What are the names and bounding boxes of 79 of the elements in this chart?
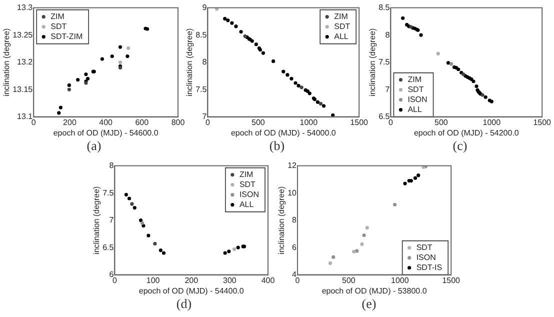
y-tick-label: 8 xyxy=(109,161,114,170)
x-tick-label: 400 xyxy=(99,118,114,127)
x-tick-label: 1500 xyxy=(533,118,552,127)
legend-label: ISON xyxy=(239,190,260,200)
legend-label: SDT-ZIM xyxy=(50,32,83,42)
y-axis-title: inclination (degree) xyxy=(368,28,378,96)
x-tick-label: 800 xyxy=(171,118,186,127)
y-tick-label: 7.5 xyxy=(102,188,114,198)
legend-label: ZIM xyxy=(239,170,254,180)
y-tick-label: 13.2 xyxy=(17,58,34,67)
x-axis-title: epoch of OD (MJD) - 53800.0 xyxy=(322,286,428,296)
x-tick-label: 100 xyxy=(146,276,160,285)
y-tick-label: 4 xyxy=(292,270,298,280)
y-tick-label: 13.3 xyxy=(17,3,34,12)
y-tick-label: 12 xyxy=(288,161,298,170)
text: (e) xyxy=(360,296,378,312)
y-tick-label: 8 xyxy=(385,30,390,40)
x-tick-label: 0 xyxy=(31,118,36,127)
legend-label: SDT xyxy=(50,22,67,32)
y-tick-label: 8.5 xyxy=(378,3,390,12)
y-tick-label: 10 xyxy=(288,188,298,198)
x-tick-label: 0 xyxy=(112,276,118,285)
y-tick-label: 13.15 xyxy=(12,84,34,94)
x-tick-label: 200 xyxy=(184,276,199,285)
x-axis-title: epoch of OD (MJD) - 54400.0 xyxy=(138,286,244,296)
y-tick-label: 8 xyxy=(292,216,298,225)
x-tick-label: 0 xyxy=(205,118,210,127)
y-tick-label: 7 xyxy=(202,112,208,122)
legend-label: ISON xyxy=(408,95,428,104)
y-tick-label: 8 xyxy=(202,58,208,67)
y-axis-title: inclination (degree) xyxy=(277,186,286,254)
y-tick-label: 6 xyxy=(292,242,298,252)
x-tick-label: 200 xyxy=(63,118,77,127)
y-tick-label: 13.25 xyxy=(12,30,34,40)
legend-label: ISON xyxy=(416,253,436,262)
y-tick-label: 13.1 xyxy=(17,112,34,122)
legend-label: ALL xyxy=(239,200,254,210)
legend-label: ZIM xyxy=(334,12,348,22)
legend-label: ALL xyxy=(408,105,423,114)
legend-label: SDT xyxy=(408,85,424,94)
y-tick-label: 7.5 xyxy=(196,84,208,94)
x-tick-label: 0 xyxy=(295,276,300,285)
legend-label: ZIM xyxy=(50,12,65,22)
x-tick-label: 500 xyxy=(342,276,356,285)
x-axis-title: epoch of OD (MJD) - 54000.0 xyxy=(230,128,336,138)
text: (b) xyxy=(268,138,286,154)
x-tick-label: 1000 xyxy=(300,118,318,127)
y-tick-label: 9 xyxy=(202,3,208,12)
y-tick-label: 8.5 xyxy=(196,30,208,40)
legend-label: SDT-IS xyxy=(416,263,442,272)
x-tick-label: 1500 xyxy=(350,118,369,127)
legend-label: SDT xyxy=(416,243,432,252)
text: (a) xyxy=(86,138,102,154)
text: (d) xyxy=(175,296,193,312)
x-tick-label: 1000 xyxy=(391,276,410,285)
x-tick-label: 500 xyxy=(252,118,266,127)
y-tick-label: 7 xyxy=(385,84,390,94)
y-tick-label: 7.5 xyxy=(378,58,390,67)
y-tick-label: 6 xyxy=(109,270,114,280)
x-tick-label: 1500 xyxy=(442,276,461,285)
x-tick-label: 500 xyxy=(434,118,448,127)
x-axis-title: epoch of OD (MJD) - 54600.0 xyxy=(53,128,159,138)
y-tick-label: 6.5 xyxy=(102,242,114,252)
x-tick-label: 300 xyxy=(223,276,237,285)
y-axis-title: inclination (degree) xyxy=(185,28,194,96)
x-tick-label: 400 xyxy=(261,276,276,285)
text: (c) xyxy=(452,138,468,154)
x-tick-label: 0 xyxy=(388,118,394,127)
y-axis-title: inclination (degree) xyxy=(2,28,12,96)
x-axis-title: epoch of OD (MJD) - 54200.0 xyxy=(414,128,520,138)
y-axis-title: inclination (degree) xyxy=(92,186,102,254)
legend-label: SDT xyxy=(239,180,256,190)
x-tick-label: 600 xyxy=(135,118,150,127)
legend-label: ALL xyxy=(334,32,349,42)
y-tick-label: 7 xyxy=(109,216,114,225)
y-tick-label: 6.5 xyxy=(378,112,390,122)
legend-label: SDT xyxy=(334,22,350,32)
legend-label: ZIM xyxy=(408,75,422,84)
x-tick-label: 1000 xyxy=(482,118,502,127)
